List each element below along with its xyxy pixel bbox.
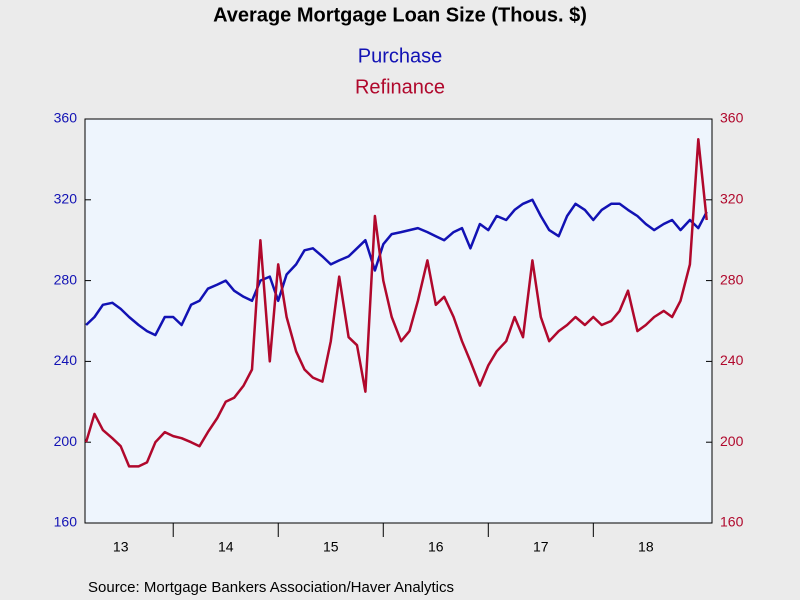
x-tick-label: 13 xyxy=(113,539,129,555)
series-line xyxy=(84,137,708,468)
plot-area xyxy=(84,118,713,524)
y-tick-label: 160 xyxy=(54,514,78,530)
chart-title: Average Mortgage Loan Size (Thous. $) xyxy=(213,4,587,26)
y2-tick-label: 360 xyxy=(720,110,744,126)
x-tick-label: 17 xyxy=(533,539,549,555)
x-tick-label: 14 xyxy=(218,539,234,555)
y2-tick-label: 200 xyxy=(720,433,744,449)
y2-tick-label: 160 xyxy=(720,514,744,530)
series-line xyxy=(85,198,708,337)
y2-tick-label: 320 xyxy=(720,191,744,207)
y-tick-label: 280 xyxy=(54,271,78,287)
x-tick-label: 15 xyxy=(323,539,339,555)
x-tick-label: 18 xyxy=(638,539,654,555)
y-tick-label: 320 xyxy=(54,191,78,207)
y-tick-label: 240 xyxy=(54,352,78,368)
y2-tick-label: 240 xyxy=(720,352,744,368)
x-tick-label: 16 xyxy=(428,539,444,555)
y-tick-label: 360 xyxy=(54,110,78,126)
legend-entry: Purchase xyxy=(358,45,443,67)
y2-tick-label: 280 xyxy=(720,271,744,287)
source-note: Source: Mortgage Bankers Association/Hav… xyxy=(88,579,454,596)
legend-entry: Refinance xyxy=(355,76,445,98)
y-tick-label: 200 xyxy=(54,433,78,449)
